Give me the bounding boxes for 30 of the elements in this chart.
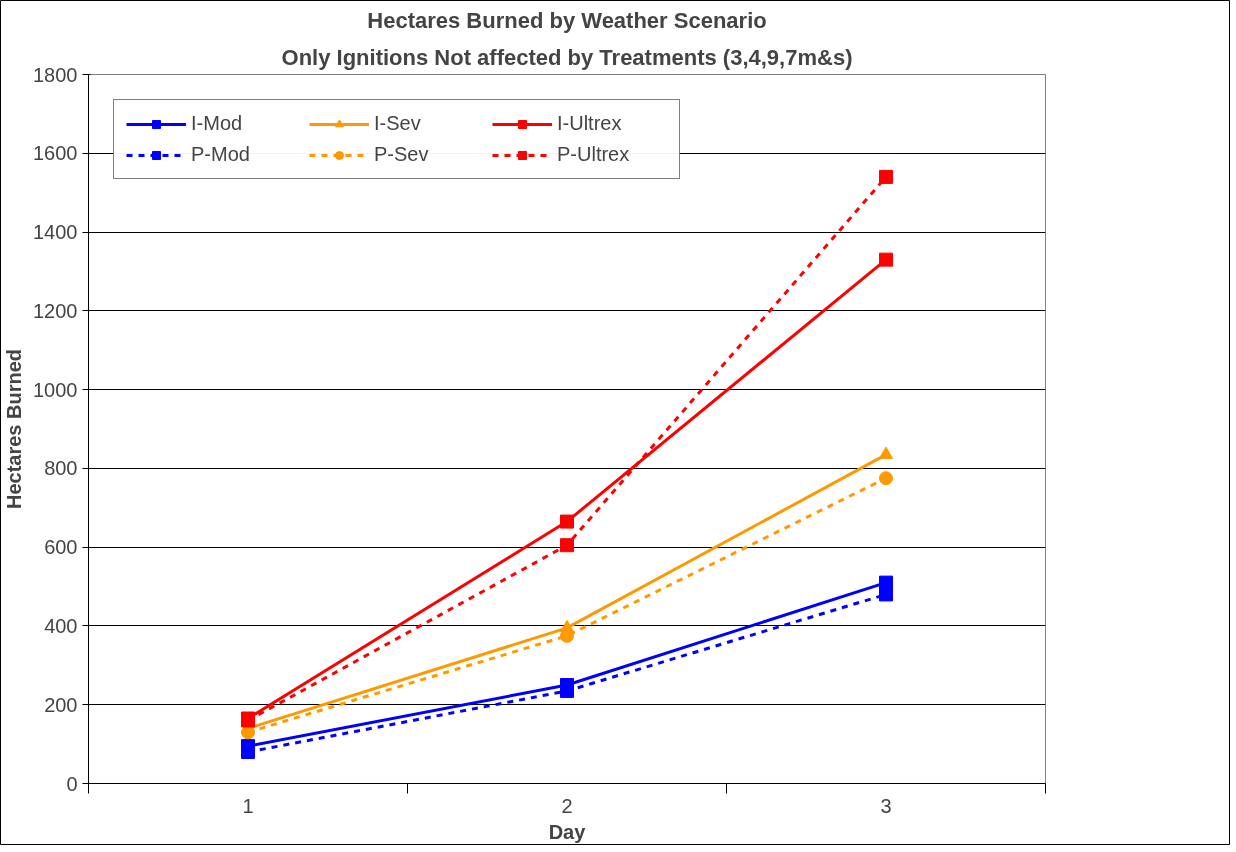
y-tick-label: 400	[44, 614, 78, 637]
legend-label: I-Mod	[191, 112, 244, 135]
x-tick-label: 3	[880, 794, 892, 817]
y-tick-label: 1000	[33, 378, 78, 401]
legend-label: I-Ultrex	[557, 112, 623, 135]
x-tick-label: 2	[561, 794, 573, 817]
legend-label: P-Mod	[191, 143, 251, 166]
y-tick-label: 1400	[33, 221, 78, 244]
y-tick-label: 1800	[33, 63, 78, 86]
point	[879, 169, 893, 184]
point	[879, 252, 893, 267]
point	[879, 587, 893, 602]
point	[879, 446, 893, 459]
point	[560, 538, 574, 553]
point	[560, 514, 574, 529]
y-axis-title: Hectares Burned	[3, 348, 26, 510]
y-tick-label: 200	[44, 693, 78, 716]
chart-subtitle: Only Ignitions Not affected by Treatments (3,4,9,7m&s)	[281, 44, 853, 70]
chart-title: Hectares Burned by Weather Scenario	[367, 7, 767, 33]
y-tick-label: 800	[44, 457, 78, 480]
y-tick-label: 0	[66, 772, 78, 795]
x-tick-label: 1	[242, 794, 254, 817]
y-tick-label: 1600	[33, 142, 78, 165]
x-axis-title: Day	[548, 820, 587, 843]
y-tick-label: 600	[44, 536, 78, 559]
legend-label: P-Sev	[374, 143, 430, 166]
point	[879, 471, 893, 486]
y-tick-label: 1200	[33, 299, 78, 322]
legend-label: P-Ultrex	[557, 143, 631, 166]
legend-label: I-Sev	[374, 112, 422, 135]
